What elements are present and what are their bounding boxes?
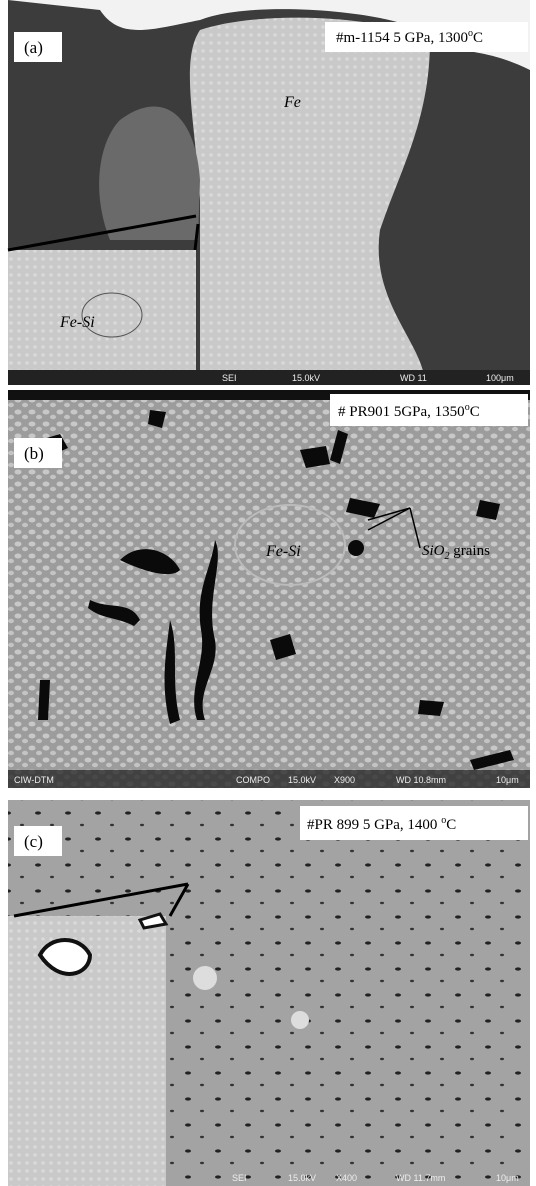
annotation: Fe-Si bbox=[59, 314, 95, 331]
caption-text: #m-1154 5 GPa, 1300 bbox=[336, 30, 468, 46]
caption-text: #PR 899 5 GPa, 1400 bbox=[307, 817, 441, 833]
footer-text: WD 10.8mm bbox=[396, 775, 446, 785]
footer-text: 15.0kV bbox=[292, 373, 320, 383]
caption: #m-1154 5 GPa, 1300oC bbox=[336, 28, 483, 46]
annotation: Fe bbox=[283, 94, 301, 111]
footer-text: CIW-DTM bbox=[14, 775, 54, 785]
footer-text: X900 bbox=[334, 775, 355, 785]
footer-text: SEI bbox=[232, 1173, 247, 1183]
footer-text: 100μm bbox=[486, 373, 514, 383]
footer-text: 10μm bbox=[496, 775, 519, 785]
panel-a: #m-1154 5 GPa, 1300oC (a) Fe Fe-Si SEI 1… bbox=[8, 0, 530, 385]
caption-tail: C bbox=[446, 817, 456, 833]
footer-strip bbox=[8, 370, 530, 385]
bright-spot bbox=[291, 1011, 309, 1029]
footer-text: X400 bbox=[336, 1173, 357, 1183]
footer-text: 15.0kV bbox=[288, 1173, 316, 1183]
figure: #m-1154 5 GPa, 1300oC (a) Fe Fe-Si SEI 1… bbox=[0, 0, 536, 1186]
grains-tail: grains bbox=[450, 543, 491, 559]
footer-text: 10μm bbox=[496, 1173, 519, 1183]
annotation: Fe-Si bbox=[265, 543, 301, 560]
caption: # PR901 5GPa, 1350oC bbox=[338, 402, 480, 420]
footer-text: WD 11.7mm bbox=[396, 1173, 445, 1183]
bright-spot bbox=[193, 966, 217, 990]
grains-text: SiO bbox=[422, 543, 445, 559]
panel-label: (c) bbox=[24, 832, 43, 851]
caption: #PR 899 5 GPa, 1400 oC bbox=[307, 815, 456, 833]
sem-image bbox=[8, 390, 530, 788]
footer-text: COMPO bbox=[236, 775, 270, 785]
inset bbox=[8, 250, 196, 385]
panel-b: # PR901 5GPa, 1350oC (b) Fe-Si SiO2 grai… bbox=[8, 390, 530, 788]
caption-tail: C bbox=[473, 30, 483, 46]
footer-text: SEI bbox=[222, 373, 237, 383]
panel-c: #PR 899 5 GPa, 1400 oC (c) SEI 15.0kV X4… bbox=[8, 800, 530, 1186]
footer-text: 15.0kV bbox=[288, 775, 316, 785]
panel-label: (b) bbox=[24, 444, 44, 463]
footer-text: WD 11 bbox=[400, 373, 427, 383]
caption-text: # PR901 5GPa, 1350 bbox=[338, 404, 465, 420]
caption-tail: C bbox=[470, 404, 480, 420]
panel-label: (a) bbox=[24, 38, 43, 57]
